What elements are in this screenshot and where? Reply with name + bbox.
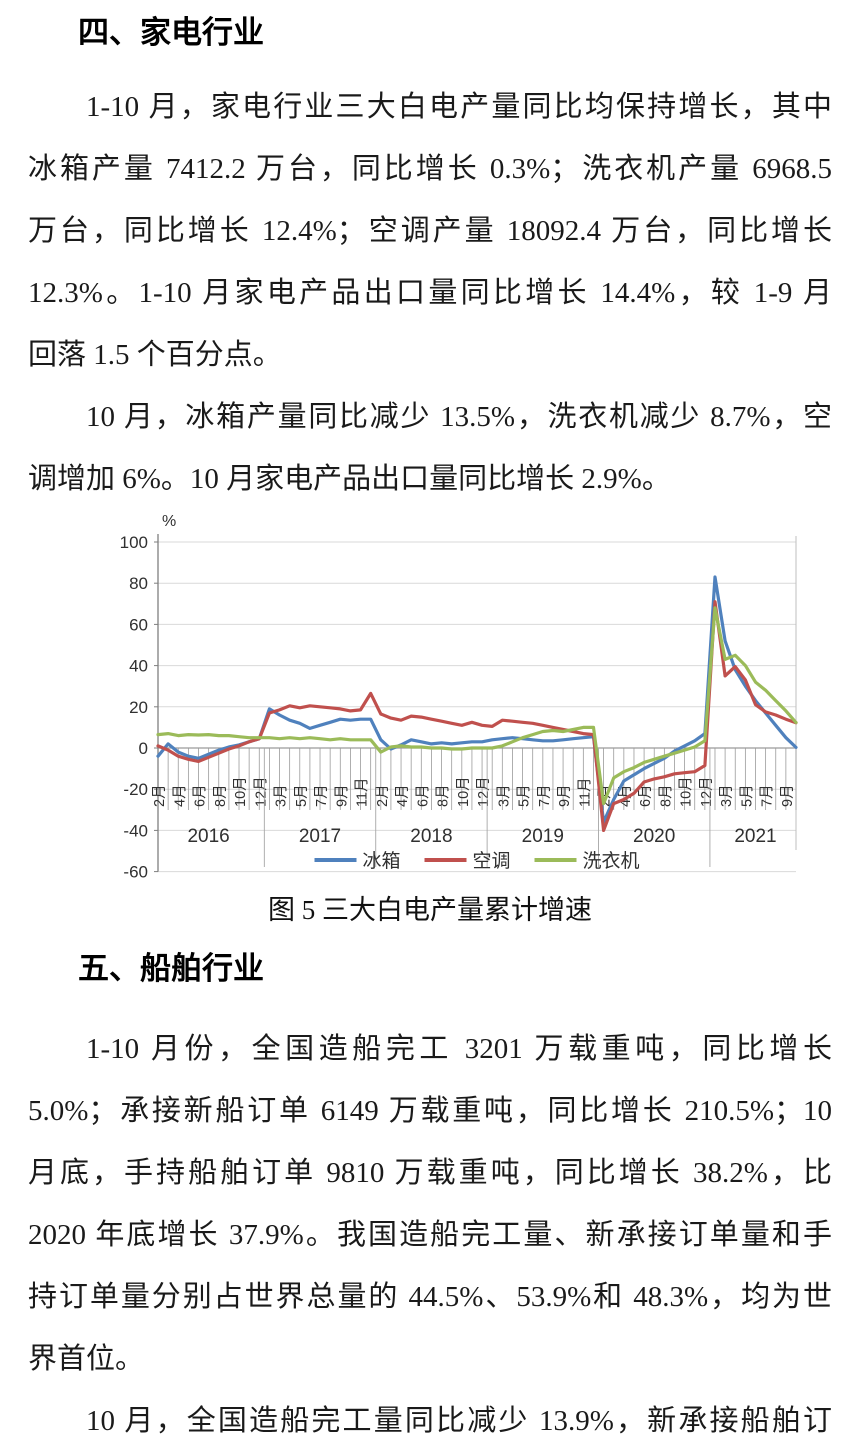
year-label: 2019	[522, 826, 564, 847]
x-axis-label: 2月	[375, 784, 391, 807]
y-axis-label: -40	[123, 821, 148, 840]
x-axis-label: 4月	[172, 784, 188, 807]
report-page: 四、家电行业 1-10 月，家电行业三大白电产量同比均保持增长，其中 冰箱产量 …	[0, 12, 860, 1452]
x-axis-label: 11月	[355, 777, 371, 807]
y-axis-label: -20	[123, 780, 148, 799]
paragraph-text: 1-10 月份，全国造船完工 3201 万载重吨，同比增长 5.0%；承接新船订…	[28, 1033, 832, 1313]
x-axis-label: 3月	[274, 784, 290, 807]
y-axis-label: 20	[129, 698, 148, 717]
x-axis-label: 9月	[334, 784, 350, 807]
x-axis-label: 5月	[294, 784, 310, 807]
x-axis-label: 5月	[739, 784, 755, 807]
x-axis-label: 7月	[314, 784, 330, 807]
figure-caption: 图 5 三大白电产量累计增速	[268, 895, 592, 925]
y-axis-label: 60	[129, 615, 148, 634]
paragraph-text: 10 月，全国造船完工量同比减少 13.9%，新承接船舶订	[86, 1405, 832, 1437]
x-axis-label: 12月	[476, 776, 492, 807]
y-axis-label: -60	[123, 863, 148, 880]
x-axis-label: 7月	[760, 784, 776, 807]
appliance-paragraph-2: 10 月，冰箱产量同比减少 13.5%，洗衣机减少 8.7%，空 调增加 6%。…	[28, 386, 832, 510]
x-axis-label: 10月	[233, 776, 249, 807]
legend-label: 空调	[473, 850, 511, 872]
series-line-洗衣机	[156, 606, 798, 806]
x-axis-label: 8月	[658, 784, 674, 807]
y-axis-label: 40	[129, 657, 148, 676]
x-axis-label: 3月	[719, 784, 735, 807]
x-axis-label: 8月	[213, 784, 229, 807]
y-axis-label: 100	[120, 533, 148, 552]
x-axis-label: 12月	[699, 776, 715, 807]
section-heading-ship: 五、船舶行业	[78, 951, 264, 986]
appliance-paragraph-1: 1-10 月，家电行业三大白电产量同比均保持增长，其中 冰箱产量 7412.2 …	[28, 76, 832, 386]
x-axis-label: 3月	[496, 784, 512, 807]
x-axis-label: 8月	[436, 784, 452, 807]
x-axis-label: 11月	[577, 777, 593, 807]
legend-label: 洗衣机	[583, 850, 640, 872]
x-axis-label: 12月	[253, 776, 269, 807]
legend-label: 冰箱	[363, 850, 401, 872]
year-label: 2018	[410, 826, 452, 847]
x-axis-label: 4月	[395, 784, 411, 807]
y-axis-label: 80	[129, 574, 148, 593]
paragraph-text: 调增加 6%。10 月家电产品出口量同比增长 2.9%。	[28, 463, 671, 495]
y-axis-label: 0	[139, 739, 148, 758]
year-label: 2017	[299, 826, 341, 847]
ship-paragraph-1: 1-10 月份，全国造船完工 3201 万载重吨，同比增长 5.0%；承接新船订…	[28, 1018, 832, 1390]
paragraph-text: 界首位。	[28, 1343, 145, 1375]
paragraph-text: 回落 1.5 个百分点。	[28, 339, 282, 371]
paragraph-text: 1-10 月，家电行业三大白电产量同比均保持增长，其中 冰箱产量 7412.2 …	[28, 91, 832, 309]
x-axis-label: 6月	[638, 784, 654, 807]
x-axis-label: 2月	[152, 784, 168, 807]
year-label: 2016	[187, 826, 229, 847]
x-axis-label: 10月	[679, 776, 695, 807]
x-axis-label: 10月	[456, 776, 472, 807]
year-label: 2020	[633, 826, 675, 847]
paragraph-text: 10 月，冰箱产量同比减少 13.5%，洗衣机减少 8.7%，空	[86, 401, 832, 433]
x-axis-label: 7月	[537, 784, 553, 807]
y-axis-unit: %	[162, 513, 176, 530]
x-axis-label: 9月	[557, 784, 573, 807]
line-chart-white-goods: -60 -40 -20 0 20 40 60 80 100% 2月 4月 6月 8月 10月 12月 3月 5月…	[58, 510, 858, 882]
series-line-空调	[156, 600, 798, 832]
section-heading-appliance: 四、家电行业	[78, 15, 264, 50]
x-axis-label: 5月	[517, 784, 533, 807]
year-label: 2021	[734, 826, 776, 847]
x-axis-label: 9月	[780, 784, 796, 807]
x-axis-label: 6月	[415, 784, 431, 807]
ship-paragraph-2: 10 月，全国造船完工量同比减少 13.9%，新承接船舶订	[28, 1390, 832, 1452]
x-axis-label: 6月	[193, 784, 209, 807]
